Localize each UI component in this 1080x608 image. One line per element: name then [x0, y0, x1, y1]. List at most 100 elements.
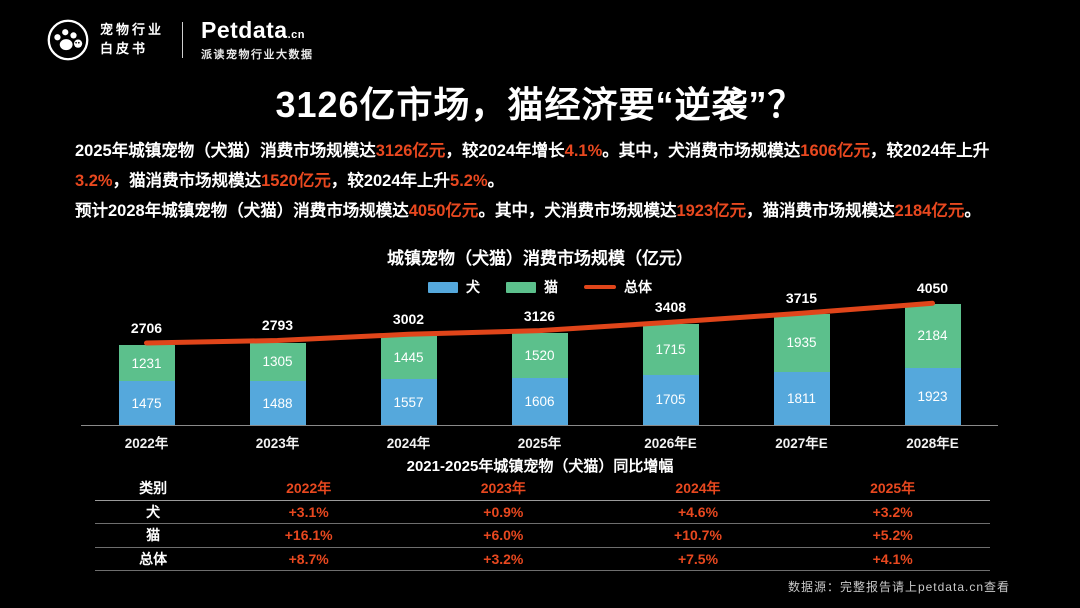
table-growth-value: +3.2% [483, 550, 524, 567]
legend-label-dog: 犬 [466, 279, 480, 295]
stacked-bar: 1520 1606 [511, 332, 568, 425]
bar-segment-cat: 1445 [380, 336, 437, 379]
logo-dog-icon [47, 19, 89, 61]
bar-segment-cat: 2184 [904, 303, 961, 369]
table-header-row: 类别 2022年 2023年 2024年 2025年 [95, 477, 990, 501]
table-row: 总体 +8.7% +3.2% +7.5% +4.1% [95, 548, 990, 571]
text-segment: ，较2024年上升 [869, 142, 990, 160]
stacked-bar: 1445 1557 [380, 336, 437, 425]
bar-segment-dog: 1488 [249, 381, 306, 425]
stacked-bar: 1305 1488 [249, 342, 306, 425]
bar-group: 1305 1488 2793 [212, 296, 343, 426]
stacked-bar-chart: 1231 1475 2706 1305 1488 2793 1445 1557 3002 1520… [81, 280, 998, 426]
table-header-year: 2023年 [480, 480, 526, 497]
table-row: 猫 +16.1% +6.0% +10.7% +5.2% [95, 524, 990, 548]
legend-label-total: 总体 [624, 279, 652, 295]
text-segment: ，较2024年上升 [330, 172, 451, 190]
bar-segment-dog: 1923 [904, 368, 961, 425]
bar-segment-dog: 1557 [380, 379, 437, 425]
legend-label-cat: 猫 [544, 279, 558, 295]
table-row: 犬 +3.1% +0.9% +4.6% +3.2% [95, 501, 990, 524]
table-growth-value: +7.5% [677, 550, 719, 567]
table-growth-value: +3.1% [288, 503, 329, 520]
text-segment: ，猫消费市场规模达 [112, 172, 262, 190]
highlight-value: 2184亿元 [894, 202, 965, 220]
highlight-value: 5.2% [450, 172, 488, 190]
legend-swatch-cat [506, 281, 536, 293]
x-axis-label: 2022年 [124, 436, 169, 451]
table-row-label: 总体 [139, 550, 168, 567]
bar-total-label: 3715 [785, 290, 818, 307]
x-axis-label: 2027年E [775, 436, 828, 451]
table-row-label: 犬 [146, 503, 161, 520]
table-header-category: 类别 [139, 480, 168, 497]
bar-segment-cat: 1935 [773, 314, 830, 372]
bar-group: 1445 1557 3002 [343, 296, 474, 426]
bar-segment-dog: 1811 [773, 371, 830, 425]
x-axis-labels: 2022年 2023年 2024年 2025年 2026年E 2027年E 2028年E [81, 432, 998, 452]
bar-total-label: 3002 [392, 311, 425, 328]
bar-total-label: 2793 [261, 317, 294, 334]
table-growth-value: +6.0% [483, 527, 524, 544]
bar-group: 1231 1475 2706 [81, 296, 212, 426]
table-header-year: 2025年 [870, 480, 916, 497]
highlight-value: 1520亿元 [261, 172, 331, 190]
stacked-bar: 1935 1811 [773, 314, 830, 425]
data-source-note: 数据源：完整报告请上petdata.cn查看 [787, 580, 1010, 594]
x-axis-label: 2024年 [386, 436, 431, 451]
bar-group: 1715 1705 3408 [605, 296, 736, 426]
text-segment: ，猫消费市场规模达 [746, 202, 895, 220]
text-segment: 。其中，犬消费市场规模达 [478, 202, 677, 220]
bar-segment-cat: 1231 [118, 345, 175, 382]
intro-paragraph-2: 预计2028年城镇宠物（犬猫）消费市场规模达4050亿元。其中，犬消费市场规模达… [75, 196, 1010, 226]
highlight-value: 3.2% [75, 172, 113, 190]
highlight-value: 3126亿元 [375, 142, 446, 160]
bar-segment-dog: 1606 [511, 377, 568, 425]
logo-line1: 宠物行业 [100, 22, 165, 38]
highlight-value: 1923亿元 [676, 202, 747, 220]
brand-name: Petdata.cn [201, 16, 314, 43]
bar-total-label: 3408 [654, 299, 687, 316]
intro-paragraph-1: 2025年城镇宠物（犬猫）消费市场规模达3126亿元，较2024年增长4.1% 。… [75, 136, 1010, 196]
x-axis-label: 2028年E [906, 436, 959, 451]
bar-group: 2184 1923 4050 [867, 280, 998, 426]
brand-tagline: 派读宠物行业大数据 [201, 48, 314, 61]
text-segment: 2025年城镇宠物（犬猫）消费市场规模达 [75, 142, 376, 160]
stacked-bar: 2184 1923 [904, 303, 961, 425]
brand-block: Petdata.cn 派读宠物行业大数据 [201, 16, 314, 62]
brand-bar: 宠物行业 白皮书 Petdata.cn 派读宠物行业大数据 [46, 18, 314, 62]
highlight-value: 1606亿元 [800, 142, 870, 160]
chart-legend: 犬 猫 总体 [0, 277, 1080, 297]
text-segment: 。 [487, 172, 505, 190]
highlight-value: 4.1% [564, 142, 603, 160]
x-axis-label: 2026年E [644, 436, 697, 451]
bar-total-label: 4050 [916, 280, 949, 297]
table-growth-value: +8.7% [288, 550, 329, 567]
table-growth-value: +0.9% [483, 503, 524, 520]
table-growth-value: +5.2% [872, 527, 913, 544]
text-segment: 。 [964, 202, 981, 220]
table-header-year: 2022年 [286, 480, 332, 497]
bar-segment-dog: 1475 [118, 381, 175, 425]
brand-tld: .cn [287, 28, 306, 41]
table-header-year: 2024年 [675, 480, 721, 497]
text-segment: 预计2028年城镇宠物（犬猫）消费市场规模达 [75, 202, 409, 220]
stacked-bar: 1231 1475 [118, 345, 175, 425]
table-growth-value: +16.1% [284, 527, 333, 544]
bar-segment-dog: 1705 [642, 374, 699, 425]
logo-wordmark: 宠物行业 白皮书 [100, 21, 164, 59]
text-segment: ，较2024年增长 [445, 142, 565, 160]
bar-group: 1935 1811 3715 [736, 290, 867, 426]
chart-title: 城镇宠物（犬猫）消费市场规模（亿元） [387, 249, 693, 268]
bar-segment-cat: 1520 [511, 332, 568, 378]
table-growth-value: +4.6% [677, 503, 719, 520]
intro-block: 2025年城镇宠物（犬猫）消费市场规模达3126亿元，较2024年增长4.1% 。… [75, 136, 1010, 226]
highlight-value: 4050亿元 [408, 202, 479, 220]
bar-segment-cat: 1305 [249, 342, 306, 382]
page-title: 3126亿市场，猫经济要“逆袭”？ [275, 84, 805, 125]
bar-total-label: 3126 [523, 307, 556, 324]
table-row-label: 猫 [146, 527, 161, 544]
bar-segment-cat: 1715 [642, 323, 699, 375]
growth-table-title: 2021-2025年城镇宠物（犬猫）同比增幅 [406, 458, 674, 475]
brand-name-text: Petdata [201, 16, 288, 43]
